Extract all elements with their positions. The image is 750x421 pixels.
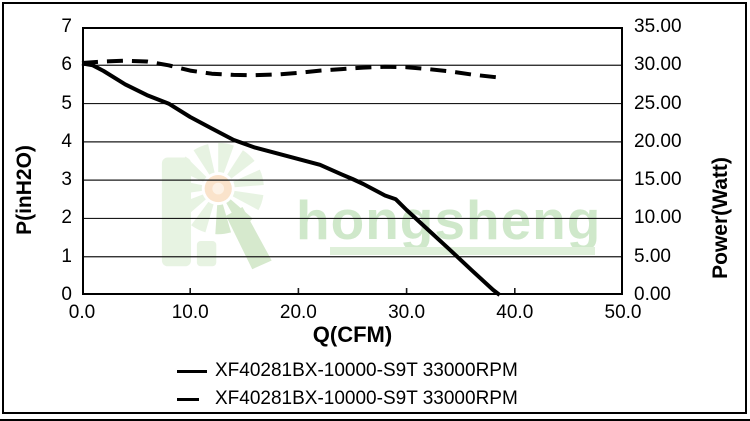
watermark-underline — [330, 247, 595, 255]
tick-label: 0.0 — [68, 302, 96, 323]
tick-label: 2 — [61, 207, 72, 229]
legend-label: XF40281BX-10000-S9T 33000RPM — [215, 388, 518, 409]
plot-area — [81, 27, 623, 297]
legend-item-solid: XF40281BX-10000-S9T 33000RPM — [177, 359, 518, 383]
bottom-divider — [0, 419, 750, 421]
tick-label: 0 — [61, 284, 72, 305]
tick-label: 20.0 — [279, 302, 317, 323]
tick-label: 6 — [61, 54, 72, 76]
tick-label: 35.00 — [634, 16, 682, 37]
tick-label: 15.00 — [634, 169, 682, 191]
tick-label: 3 — [61, 169, 72, 191]
tick-label: 50.0 — [604, 302, 642, 323]
legend-label: XF40281BX-10000-S9T 33000RPM — [215, 360, 518, 381]
tick-label: 10.00 — [634, 207, 682, 229]
tick-label: 40.0 — [496, 302, 534, 323]
tick-label: 0.00 — [634, 284, 671, 305]
legend-item-dashed: XF40281BX-10000-S9T 33000RPM — [177, 387, 518, 411]
x-axis-title: Q(CFM) — [312, 322, 393, 347]
watermark-text: hongsheng — [296, 189, 602, 251]
tick-label: 7 — [61, 16, 72, 37]
tick-label: 5 — [61, 92, 72, 114]
tick-label: 30.00 — [634, 54, 682, 76]
border-frame — [2, 2, 747, 414]
tick-label: 10.0 — [171, 302, 209, 323]
tick-label: 4 — [61, 130, 72, 152]
hongsheng-logo-icon — [161, 142, 272, 270]
tick-label: 30.0 — [388, 302, 426, 323]
tick-label: 5.00 — [634, 245, 671, 267]
tick-label: 20.00 — [634, 130, 682, 152]
dashed-line-marker — [177, 397, 199, 401]
y-axis-title-right: Power(Watt) — [709, 157, 732, 279]
solid-line-marker — [177, 369, 207, 373]
tick-label: 1 — [61, 245, 72, 267]
tick-label: 25.00 — [634, 92, 682, 114]
